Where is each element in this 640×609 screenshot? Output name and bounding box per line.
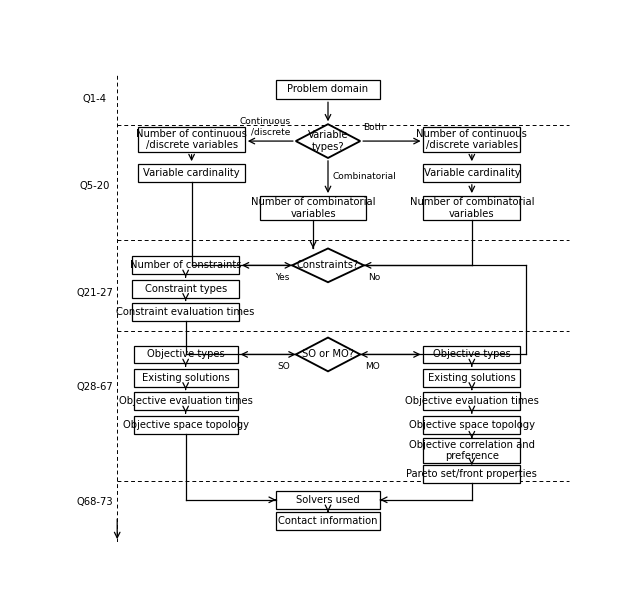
Bar — [132, 256, 239, 274]
Text: Objective correlation and
preference: Objective correlation and preference — [409, 440, 535, 462]
Bar — [132, 280, 239, 298]
Bar — [424, 196, 520, 220]
Text: Number of combinatorial
variables: Number of combinatorial variables — [410, 197, 534, 219]
Text: Q21-27: Q21-27 — [76, 289, 113, 298]
Bar — [276, 491, 380, 509]
Text: Variable cardinality: Variable cardinality — [424, 168, 520, 178]
Bar — [134, 345, 237, 364]
Text: SO or MO?: SO or MO? — [302, 350, 354, 359]
Bar — [276, 512, 380, 530]
Polygon shape — [296, 124, 360, 158]
Bar — [424, 392, 520, 410]
Bar — [424, 127, 520, 152]
Text: MO: MO — [365, 362, 380, 371]
Polygon shape — [296, 337, 360, 371]
Text: No: No — [368, 273, 380, 281]
Polygon shape — [292, 248, 364, 282]
Text: Variable
types?: Variable types? — [308, 130, 348, 152]
Bar — [138, 127, 245, 152]
Text: Pareto set/front properties: Pareto set/front properties — [406, 469, 537, 479]
Text: Objective evaluation times: Objective evaluation times — [405, 396, 539, 406]
Bar — [424, 438, 520, 463]
Text: Objective space topology: Objective space topology — [409, 420, 535, 430]
Text: Existing solutions: Existing solutions — [142, 373, 230, 383]
Text: Continuous
/discrete: Continuous /discrete — [239, 118, 291, 136]
Text: Constraint evaluation times: Constraint evaluation times — [116, 307, 255, 317]
Bar — [134, 392, 237, 410]
Bar — [134, 369, 237, 387]
Bar — [424, 164, 520, 182]
Text: Number of continuous
/discrete variables: Number of continuous /discrete variables — [136, 129, 247, 150]
Text: Objective space topology: Objective space topology — [123, 420, 249, 430]
Text: Q1-4: Q1-4 — [83, 94, 107, 104]
Text: Constraints?: Constraints? — [297, 260, 359, 270]
Text: Constraint types: Constraint types — [145, 284, 227, 294]
Text: Problem domain: Problem domain — [287, 85, 369, 94]
Text: Existing solutions: Existing solutions — [428, 373, 516, 383]
Text: Q28-67: Q28-67 — [77, 382, 113, 392]
Text: SO: SO — [277, 362, 290, 371]
Text: Solvers used: Solvers used — [296, 495, 360, 505]
Text: Q68-73: Q68-73 — [77, 497, 113, 507]
Bar — [276, 80, 380, 99]
Text: Q5-20: Q5-20 — [80, 181, 110, 191]
Bar — [138, 164, 245, 182]
Text: Contact information: Contact information — [278, 516, 378, 526]
Text: Number of constraints: Number of constraints — [130, 260, 241, 270]
Text: Both: Both — [363, 122, 384, 132]
Bar — [260, 196, 367, 220]
Bar — [134, 416, 237, 434]
Text: Objective evaluation times: Objective evaluation times — [118, 396, 253, 406]
Text: Objective types: Objective types — [433, 350, 511, 359]
Text: Yes: Yes — [275, 273, 289, 281]
Text: Number of combinatorial
variables: Number of combinatorial variables — [251, 197, 376, 219]
Text: Combinatorial: Combinatorial — [333, 172, 397, 181]
Text: Variable cardinality: Variable cardinality — [143, 168, 240, 178]
Text: Number of continuous
/discrete variables: Number of continuous /discrete variables — [417, 129, 527, 150]
Bar — [424, 369, 520, 387]
Bar — [424, 465, 520, 483]
Bar — [424, 416, 520, 434]
Bar — [132, 303, 239, 321]
Bar — [424, 345, 520, 364]
Text: Objective types: Objective types — [147, 350, 225, 359]
